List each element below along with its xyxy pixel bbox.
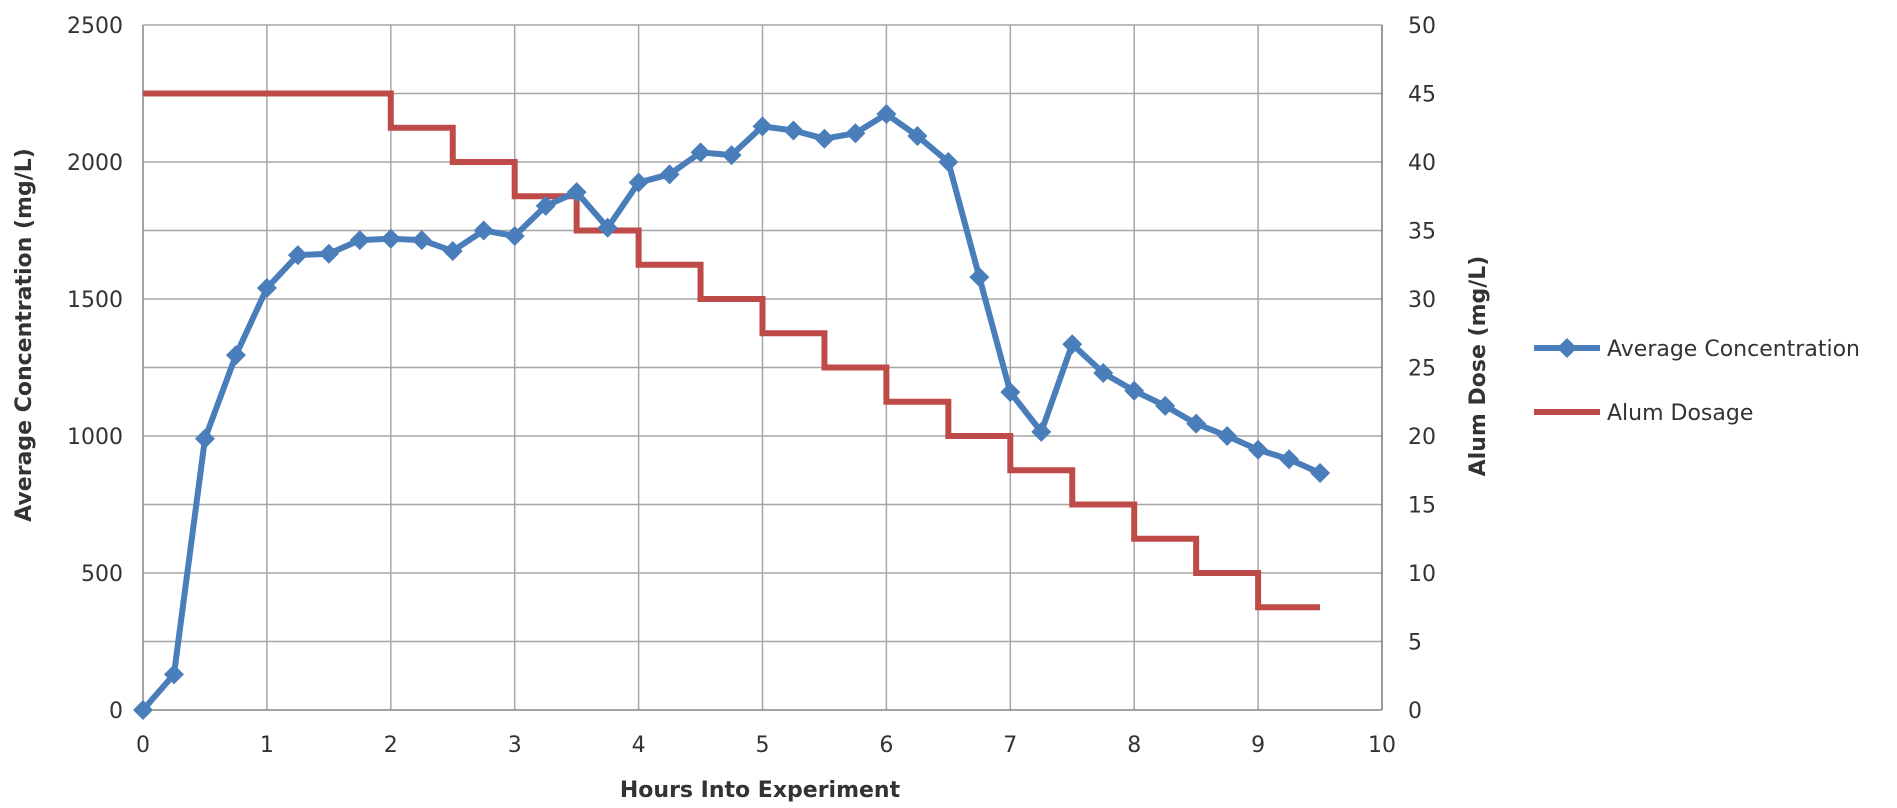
- y2-tick-label: 25: [1408, 357, 1436, 382]
- data-point-average-concentration: [1000, 382, 1021, 403]
- axes: [142, 25, 1383, 711]
- x-tick-label: 9: [1251, 733, 1265, 758]
- y-tick-label: 500: [81, 562, 123, 587]
- data-point-average-concentration: [1155, 395, 1176, 416]
- data-point-average-concentration: [752, 116, 773, 137]
- data-point-average-concentration: [721, 145, 742, 166]
- data-point-average-concentration: [1310, 462, 1331, 483]
- x-tick-label: 0: [136, 733, 150, 758]
- legend-label-alum-dosage: Alum Dosage: [1607, 401, 1753, 426]
- data-point-average-concentration: [1124, 380, 1145, 401]
- data-point-average-concentration: [256, 278, 277, 299]
- y-tick-label: 0: [109, 699, 123, 724]
- y2-tick-label: 35: [1408, 220, 1436, 245]
- data-point-average-concentration: [814, 128, 835, 149]
- grid: [143, 24, 1383, 710]
- legend-label-average-concentration: Average Concentration: [1607, 337, 1860, 362]
- x-tick-label: 6: [879, 733, 893, 758]
- data-point-average-concentration: [566, 182, 587, 203]
- data-point-average-concentration: [1279, 449, 1300, 470]
- data-point-average-concentration: [659, 164, 680, 185]
- y-axis-title: Average Concentration (mg/L): [12, 148, 37, 522]
- x-tick-label: 8: [1127, 733, 1141, 758]
- data-point-average-concentration: [690, 142, 711, 163]
- data-point-average-concentration: [473, 220, 494, 241]
- legend-marker-diamond: [1557, 338, 1577, 358]
- series-line-alum-dosage: [143, 90, 1321, 611]
- series: [133, 90, 1331, 720]
- data-point-average-concentration: [163, 664, 184, 685]
- y2-tick-label: 10: [1408, 562, 1436, 587]
- y-tick-label: 1500: [67, 288, 123, 313]
- y2-tick-label: 5: [1408, 631, 1422, 656]
- data-point-average-concentration: [535, 195, 556, 216]
- data-point-average-concentration: [194, 428, 215, 449]
- y-tick-label: 1000: [67, 425, 123, 450]
- x-tick-label: 2: [384, 733, 398, 758]
- y2-tick-label: 20: [1408, 425, 1436, 450]
- data-point-average-concentration: [628, 172, 649, 193]
- data-point-average-concentration: [938, 152, 959, 172]
- data-point-average-concentration: [411, 230, 432, 251]
- data-point-average-concentration: [133, 700, 153, 720]
- data-point-average-concentration: [504, 225, 525, 246]
- x-tick-label: 3: [508, 733, 522, 758]
- data-point-average-concentration: [1217, 426, 1238, 446]
- x-tick-label: 1: [260, 733, 274, 758]
- data-point-average-concentration: [380, 228, 401, 249]
- y-tick-label: 2000: [67, 151, 123, 176]
- data-point-average-concentration: [287, 245, 308, 266]
- y2-tick-label: 15: [1408, 494, 1436, 519]
- data-point-average-concentration: [318, 243, 339, 264]
- y2-tick-label: 0: [1408, 699, 1422, 724]
- x-tick-label: 7: [1003, 733, 1017, 758]
- x-axis-title: Hours Into Experiment: [620, 778, 901, 803]
- data-point-average-concentration: [225, 345, 246, 366]
- y2-tick-label: 40: [1408, 151, 1436, 176]
- data-point-average-concentration: [1093, 362, 1114, 383]
- data-point-average-concentration: [1248, 439, 1269, 460]
- data-point-average-concentration: [876, 104, 897, 125]
- x-tick-label: 5: [756, 733, 770, 758]
- tick-labels: 0 1 2 3 4 5 6 7 8 9 100510152025303540455005001000…: [67, 14, 1436, 758]
- x-tick-label: 4: [632, 733, 646, 758]
- data-point-average-concentration: [907, 125, 928, 146]
- data-point-average-concentration: [969, 267, 990, 288]
- data-point-average-concentration: [442, 241, 463, 262]
- series-line-average-concentration: [140, 111, 1322, 712]
- y-tick-label: 2500: [67, 14, 123, 39]
- y2-tick-label: 45: [1408, 83, 1436, 108]
- data-point-average-concentration: [845, 123, 866, 144]
- legend: Average Concentration Alum Dosage: [1534, 337, 1860, 426]
- data-point-average-concentration: [1186, 413, 1207, 434]
- data-point-average-concentration: [597, 217, 618, 238]
- data-point-average-concentration: [783, 120, 804, 141]
- data-point-average-concentration: [1062, 334, 1083, 355]
- data-point-average-concentration: [349, 230, 370, 251]
- y2-tick-label: 50: [1408, 14, 1436, 39]
- y2-tick-label: 30: [1408, 288, 1436, 313]
- x-tick-label: 10: [1368, 733, 1396, 758]
- y2-axis-title: Alum Dose (mg/L): [1466, 256, 1491, 477]
- data-point-average-concentration: [1031, 421, 1052, 442]
